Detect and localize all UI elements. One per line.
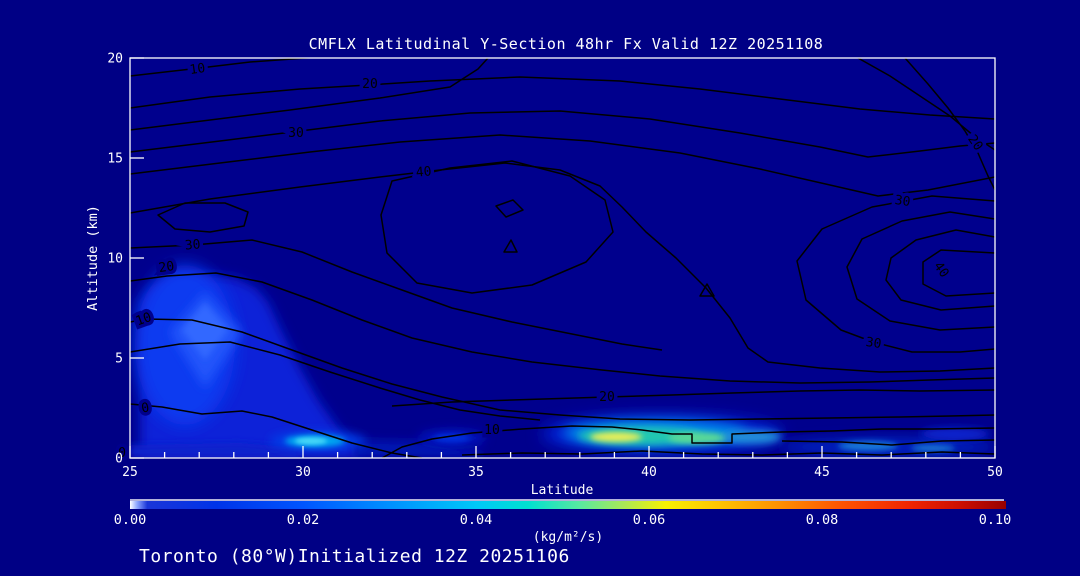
contour-label: 20 [158,259,176,276]
colorbar: 0.00 0.02 0.04 0.06 0.08 0.10 (kg/m²/s) [114,499,1012,545]
contour-line [130,403,423,458]
colorbar-tick-label: 0.10 [979,512,1012,528]
y-tick-label: 0 [115,452,123,467]
contour-label: 30 [865,335,883,352]
colorbar-tick-label: 0.00 [114,512,147,528]
contour-line [130,239,663,351]
contour-line [922,249,995,297]
contour-line [157,202,249,233]
concentration-fill [130,443,300,458]
concentration-fill [295,437,327,445]
contour-label: 20 [362,77,378,92]
colorbar-gradient [130,501,1006,509]
chart-title: CMFLX Latitudinal Y-Section 48hr Fx Vali… [309,35,824,53]
y-tick-label: 10 [107,252,123,267]
contour-line [461,450,995,456]
concentration-fill [182,303,228,360]
x-tick-label: 25 [122,465,138,480]
x-tick-label: 45 [814,465,830,480]
contour-label: 10 [189,61,207,78]
contour-line [130,162,995,373]
contour-line [391,389,995,407]
contour-line [130,58,317,77]
concentration-fill [434,434,470,442]
colorbar-labels: 0.00 0.02 0.04 0.06 0.08 0.10 [114,512,1012,528]
x-tick-label: 40 [641,465,657,480]
colorbar-tick-label: 0.08 [806,512,839,528]
y-tick-label: 5 [115,352,123,367]
y-tick-label: 15 [107,152,123,167]
contour-label: 0 [118,446,126,461]
contour-line [503,239,518,253]
contour-line [130,341,541,421]
contour-line [796,195,995,353]
concentration-fill [355,440,480,458]
contour-line [699,283,715,297]
concentration-fill [911,444,955,452]
colorbar-top-line [130,499,1004,501]
contour-line [130,272,995,384]
contour-line [846,211,995,331]
x-tick-label: 30 [295,465,311,480]
colorbar-tick-label: 0.04 [460,512,493,528]
concentration-fill [838,441,898,451]
contour-line [904,58,995,191]
contour-label: 10 [484,423,500,438]
contour-line [130,110,995,158]
x-axis-title: Latitude [531,483,594,498]
y-tick-label: 20 [107,52,123,67]
contour-line [130,318,995,421]
concentration-fill [920,428,990,440]
contour-line [781,439,995,446]
y-axis-title: Altitude (km) [85,205,101,311]
x-tick-label: 35 [468,465,484,480]
x-tick-label: 50 [987,465,1003,480]
contour-line [857,58,995,151]
contour-label: 30 [184,237,201,253]
axis-ticks [129,57,996,459]
init-info-text: Toronto (80°W)Initialized 12Z 20251106 [139,546,570,567]
concentration-fill [668,432,728,444]
contour-line [495,199,524,218]
contour-line [885,229,995,311]
colorbar-tick-label: 0.02 [287,512,320,528]
axis-tick-labels: 25 30 35 40 45 50 0 5 10 15 20 [107,52,1002,481]
contour-label: 30 [894,193,912,210]
colorbar-units: (kg/m²/s) [533,530,603,545]
contour-label: 40 [415,164,432,180]
contour-line [130,134,995,197]
contour-line [130,58,489,131]
contour-line [380,160,614,294]
colorbar-tick-label: 0.06 [633,512,666,528]
contour-line [381,425,995,458]
contour-label: 20 [599,390,615,405]
concentration-fill [590,432,642,442]
contour-lines [130,58,995,458]
contour-label: 30 [288,126,304,141]
contour-line [130,76,995,120]
